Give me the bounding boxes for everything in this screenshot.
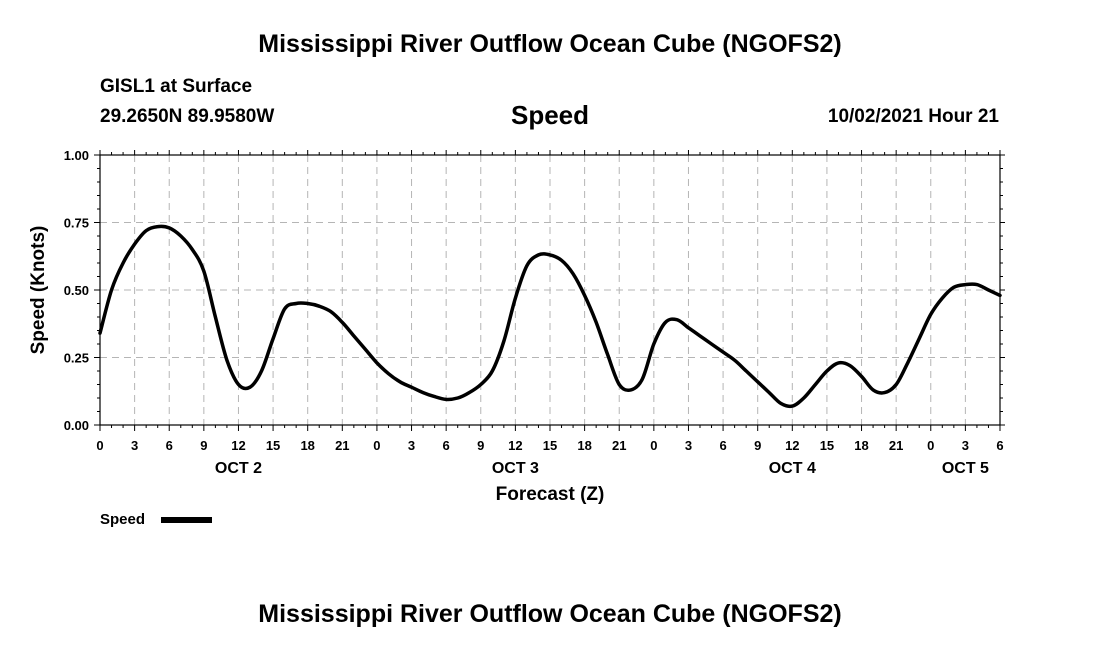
x-tick-label: 9 — [200, 438, 207, 453]
x-tick-label: 12 — [231, 438, 245, 453]
timestamp: 10/02/2021 Hour 21 — [827, 106, 999, 127]
x-tick-label: 21 — [612, 438, 626, 453]
chart-title: Mississippi River Outflow Ocean Cube (NG… — [258, 30, 842, 58]
day-labels: OCT 2 OCT 3 OCT 4 OCT 5 — [215, 460, 989, 477]
x-tick-label: 0 — [373, 438, 380, 453]
y-axis-label: Speed (Knots) — [28, 226, 49, 355]
x-tick-label: 18 — [854, 438, 868, 453]
x-tick-label: 9 — [754, 438, 761, 453]
plot-frame — [99, 154, 1001, 426]
y-tick-label: 0.50 — [64, 283, 89, 298]
station-coordinates: 29.2650N 89.9580W — [100, 106, 275, 127]
grid-lines — [100, 155, 1000, 425]
x-tick-label: 21 — [889, 438, 903, 453]
y-tick-label: 0.25 — [64, 351, 89, 366]
x-tick-label: 12 — [785, 438, 799, 453]
x-tick-label: 3 — [131, 438, 138, 453]
x-tick-label: 0 — [650, 438, 657, 453]
y-tick-label: 1.00 — [64, 148, 89, 163]
x-tick-label: 3 — [408, 438, 415, 453]
y-tick-labels: 0.00 0.25 0.50 0.75 1.00 — [64, 148, 89, 433]
x-tick-label: 18 — [577, 438, 591, 453]
y-tick-label: 0.00 — [64, 418, 89, 433]
x-tick-label: 6 — [166, 438, 173, 453]
x-tick-label: 0 — [96, 438, 103, 453]
day-label: OCT 2 — [215, 460, 262, 477]
variable-label: Speed — [510, 100, 590, 130]
x-tick-label: 18 — [300, 438, 314, 453]
x-tick-label: 3 — [962, 438, 969, 453]
legend-label: Speed — [100, 511, 145, 528]
x-tick-label: 15 — [543, 438, 557, 453]
x-axis-label: Forecast (Z) — [496, 484, 605, 505]
x-tick-label: 6 — [996, 438, 1003, 453]
x-tick-label: 15 — [820, 438, 834, 453]
speed-series-line — [98, 224, 1002, 409]
x-tick-label: 21 — [335, 438, 349, 453]
station-name: GISL1 at Surface — [100, 76, 253, 97]
x-tick-label: 15 — [266, 438, 280, 453]
x-tick-label: 3 — [685, 438, 692, 453]
x-tick-labels: 0 3 6 9 12 15 18 21 0 3 6 9 12 15 18 21 0 3 6 9 12 15 18 21 0 3 6 — [96, 438, 1003, 453]
y-tick-label: 0.75 — [64, 216, 89, 231]
x-tick-label: 9 — [477, 438, 484, 453]
x-tick-label: 12 — [508, 438, 522, 453]
day-label: OCT 5 — [942, 460, 989, 477]
x-tick-label: 6 — [719, 438, 726, 453]
day-label: OCT 4 — [769, 460, 816, 477]
x-tick-label: 6 — [443, 438, 450, 453]
x-tick-label: 0 — [927, 438, 934, 453]
footer-title: Mississippi River Outflow Ocean Cube (NG… — [258, 600, 842, 628]
day-label: OCT 3 — [492, 460, 539, 477]
